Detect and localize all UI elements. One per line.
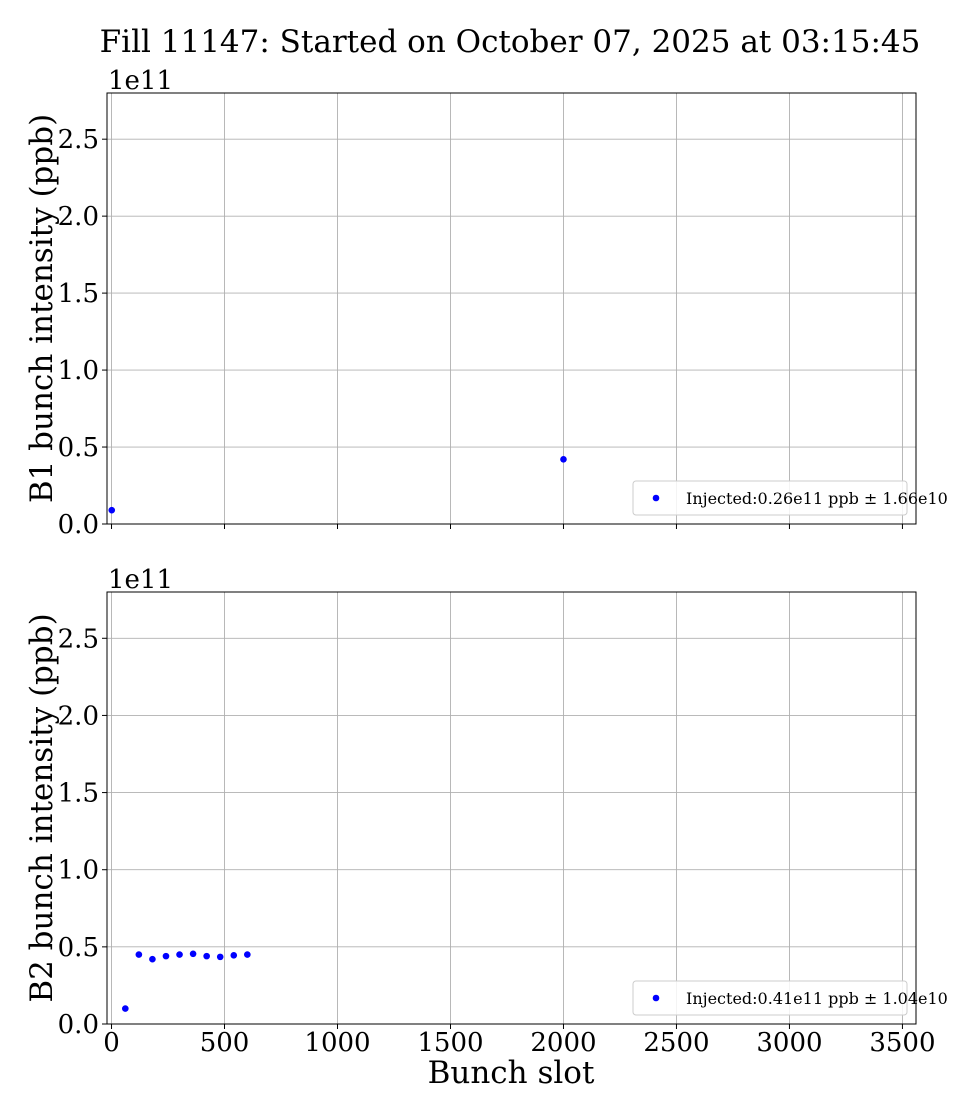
y-tick-label: 1.0 bbox=[58, 356, 99, 386]
y-offset-label: 1e11 bbox=[108, 66, 173, 96]
data-point bbox=[176, 951, 183, 958]
plot-area bbox=[107, 93, 916, 524]
x-axis-label: Bunch slot bbox=[428, 1055, 595, 1091]
data-point bbox=[189, 950, 197, 958]
legend-marker bbox=[652, 994, 660, 1002]
y-tick-label: 0.0 bbox=[58, 1010, 99, 1040]
legend-marker bbox=[652, 494, 660, 502]
data-point bbox=[162, 952, 170, 960]
plot-area bbox=[107, 592, 916, 1024]
plot-frame bbox=[106, 591, 917, 1025]
panel-layer: 0.0 0.5 1.0 1.5 2.0 2.5 1e11 B1 bunch intensity… bbox=[24, 66, 948, 1058]
x-tick-label: 3500 bbox=[869, 1028, 935, 1058]
data-point bbox=[135, 951, 143, 958]
y-tick-label: 1.0 bbox=[58, 856, 99, 886]
data-point bbox=[216, 953, 224, 961]
panel-2: 0.0 0.5 1.0 1.5 2.0 2.5 0 500 1000 1500 2000 2500 30… bbox=[24, 565, 948, 1058]
y-tick-label: 2.5 bbox=[58, 125, 99, 155]
y-tick-label: 1.5 bbox=[58, 279, 99, 309]
x-tick-label: 1000 bbox=[304, 1028, 370, 1058]
x-tick-label: 2000 bbox=[530, 1028, 596, 1058]
x-tick-label: 3000 bbox=[756, 1028, 822, 1058]
data-point bbox=[203, 952, 210, 960]
data-point bbox=[122, 1005, 129, 1012]
x-tick-label: 500 bbox=[200, 1028, 250, 1058]
y-tick-label: 2.0 bbox=[58, 701, 99, 731]
legend-label: Injected:0.41e11 ppb ± 1.04e10 bbox=[686, 989, 948, 1008]
y-axis-label: B2 bunch intensity (ppb) bbox=[24, 613, 60, 1002]
x-tick-label: 0 bbox=[103, 1028, 120, 1058]
y-tick-label: 2.5 bbox=[58, 624, 99, 654]
legend-box bbox=[632, 480, 908, 516]
x-tick-label: 1500 bbox=[417, 1028, 483, 1058]
y-tick-label: 0.5 bbox=[58, 433, 99, 463]
data-point bbox=[244, 951, 251, 958]
x-tick-label: 2500 bbox=[643, 1028, 709, 1058]
chart-title: Fill 11147: Started on October 07, 2025 … bbox=[100, 24, 921, 60]
panel-1: 0.0 0.5 1.0 1.5 2.0 2.5 1e11 B1 bunch intensity… bbox=[24, 66, 948, 540]
data-point bbox=[560, 456, 567, 463]
data-point bbox=[149, 955, 156, 963]
data-point bbox=[230, 952, 238, 959]
legend-box bbox=[632, 980, 908, 1016]
y-tick-label: 0.5 bbox=[58, 933, 99, 963]
y-tick-label: 1.5 bbox=[58, 779, 99, 809]
data-point bbox=[108, 506, 116, 514]
y-offset-label: 1e11 bbox=[108, 565, 173, 595]
legend-label: Injected:0.26e11 ppb ± 1.66e10 bbox=[686, 489, 948, 508]
y-axis-label: B1 bunch intensity (ppb) bbox=[24, 114, 60, 503]
plot-frame bbox=[106, 92, 917, 525]
y-tick-label: 0.0 bbox=[58, 510, 99, 540]
y-tick-label: 2.0 bbox=[58, 202, 99, 232]
